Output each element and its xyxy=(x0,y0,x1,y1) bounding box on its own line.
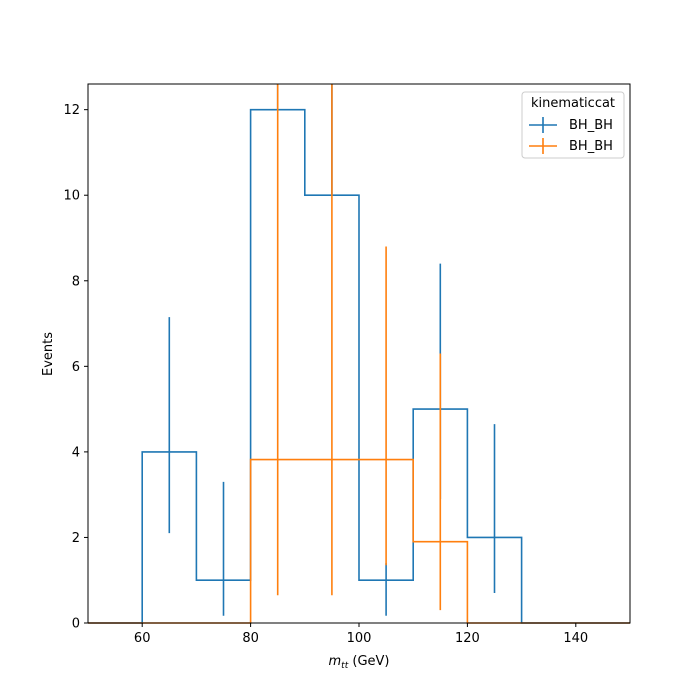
x-tick-label: 140 xyxy=(563,631,588,646)
legend-entry-1: BH_BH xyxy=(529,117,613,133)
y-tick-label: 2 xyxy=(72,531,80,546)
y-tick-label: 6 xyxy=(72,360,80,375)
legend: kinematiccat BH_BH BH_BH xyxy=(521,91,625,159)
legend-entry-2: BH_BH xyxy=(529,138,613,154)
plot-frame xyxy=(87,83,631,624)
x-axis-label-main: m xyxy=(329,654,342,669)
x-axis-label: mtt (GeV) xyxy=(329,654,390,671)
y-tick-label: 4 xyxy=(72,445,80,460)
x-axis-label-unit: (GeV) xyxy=(348,654,389,669)
y-tick-label: 0 xyxy=(72,617,80,632)
legend-title: kinematiccat xyxy=(531,96,615,111)
y-tick-label: 10 xyxy=(63,189,80,204)
x-tick-label: 60 xyxy=(134,631,151,646)
legend-label-2: BH_BH xyxy=(569,139,613,154)
series-1-step-line xyxy=(88,108,630,624)
x-tick-label: 120 xyxy=(455,631,480,646)
y-tick-label: 12 xyxy=(63,103,80,118)
legend-label-1: BH_BH xyxy=(569,118,613,133)
x-tick-label: 100 xyxy=(347,631,372,646)
y-axis-label: Events xyxy=(41,332,56,376)
axes-layer: 60 80 100 120 140 0 2 4 6 8 10 12 xyxy=(63,103,588,646)
x-tick-label: 80 xyxy=(242,631,259,646)
x-axis-label-sub: tt xyxy=(341,661,349,671)
y-tick-label: 8 xyxy=(72,274,80,289)
legend-frame xyxy=(521,91,625,159)
